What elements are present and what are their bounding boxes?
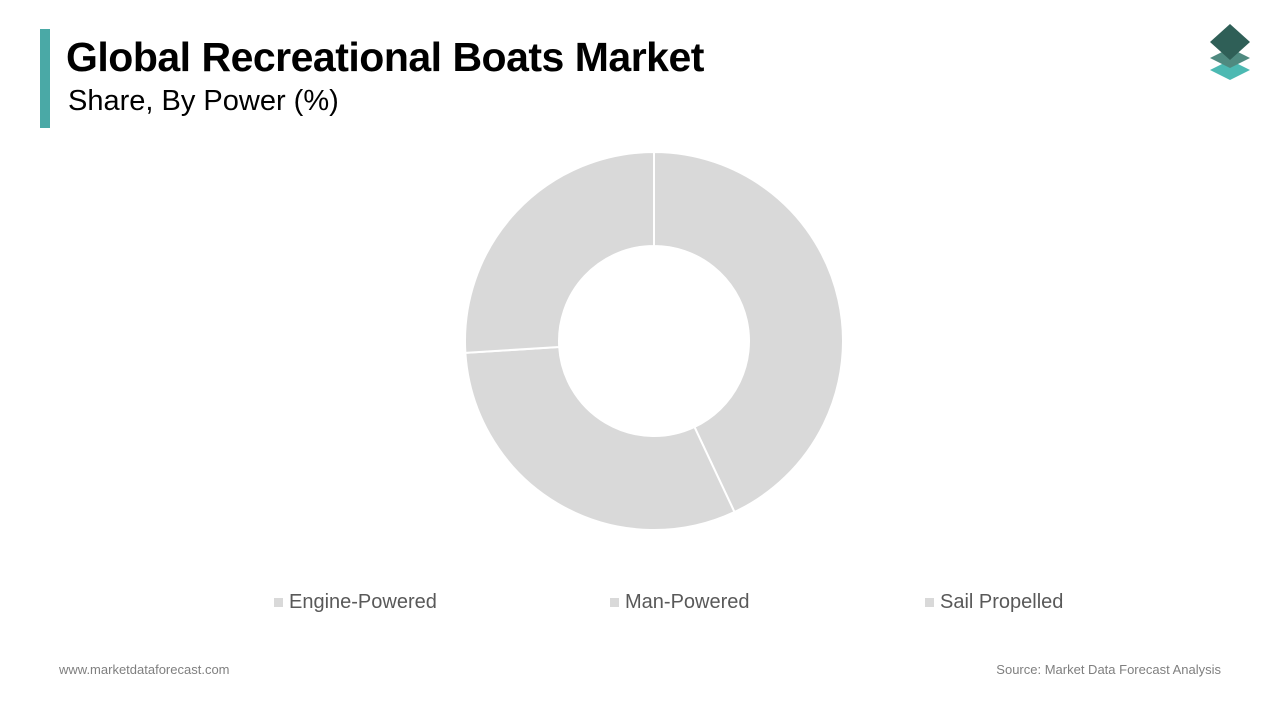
donut-slices	[464, 150, 844, 531]
page-title: Global Recreational Boats Market	[66, 34, 704, 80]
logo-layer-bottom	[1210, 60, 1250, 80]
donut-slice-sail-propelled	[464, 150, 655, 354]
page-subtitle: Share, By Power (%)	[68, 85, 339, 117]
legend-item-sail-propelled: Sail Propelled	[925, 588, 1063, 616]
legend-label-man-powered: Man-Powered	[625, 590, 750, 613]
donut-slice-man-powered	[464, 345, 736, 531]
footer-website[interactable]: www.marketdataforecast.com	[59, 662, 230, 677]
chart-legend: Engine-Powered Man-Powered Sail Propelle…	[0, 588, 1280, 616]
legend-swatch-man-powered	[610, 597, 619, 607]
legend-item-man-powered: Man-Powered	[610, 588, 750, 616]
donut-slice-engine-powered	[653, 150, 844, 514]
legend-label-sail-propelled: Sail Propelled	[940, 590, 1064, 613]
logo-layer-top	[1210, 24, 1250, 60]
legend-swatch-engine-powered	[274, 597, 283, 607]
footer-source: Source: Market Data Forecast Analysis	[996, 662, 1221, 677]
legend-label-engine-powered: Engine-Powered	[289, 590, 437, 613]
stacked-layers-icon	[1210, 24, 1250, 80]
legend-item-engine-powered: Engine-Powered	[274, 588, 437, 616]
title-accent-bar	[40, 29, 50, 128]
legend-swatch-sail-propelled	[925, 597, 934, 607]
